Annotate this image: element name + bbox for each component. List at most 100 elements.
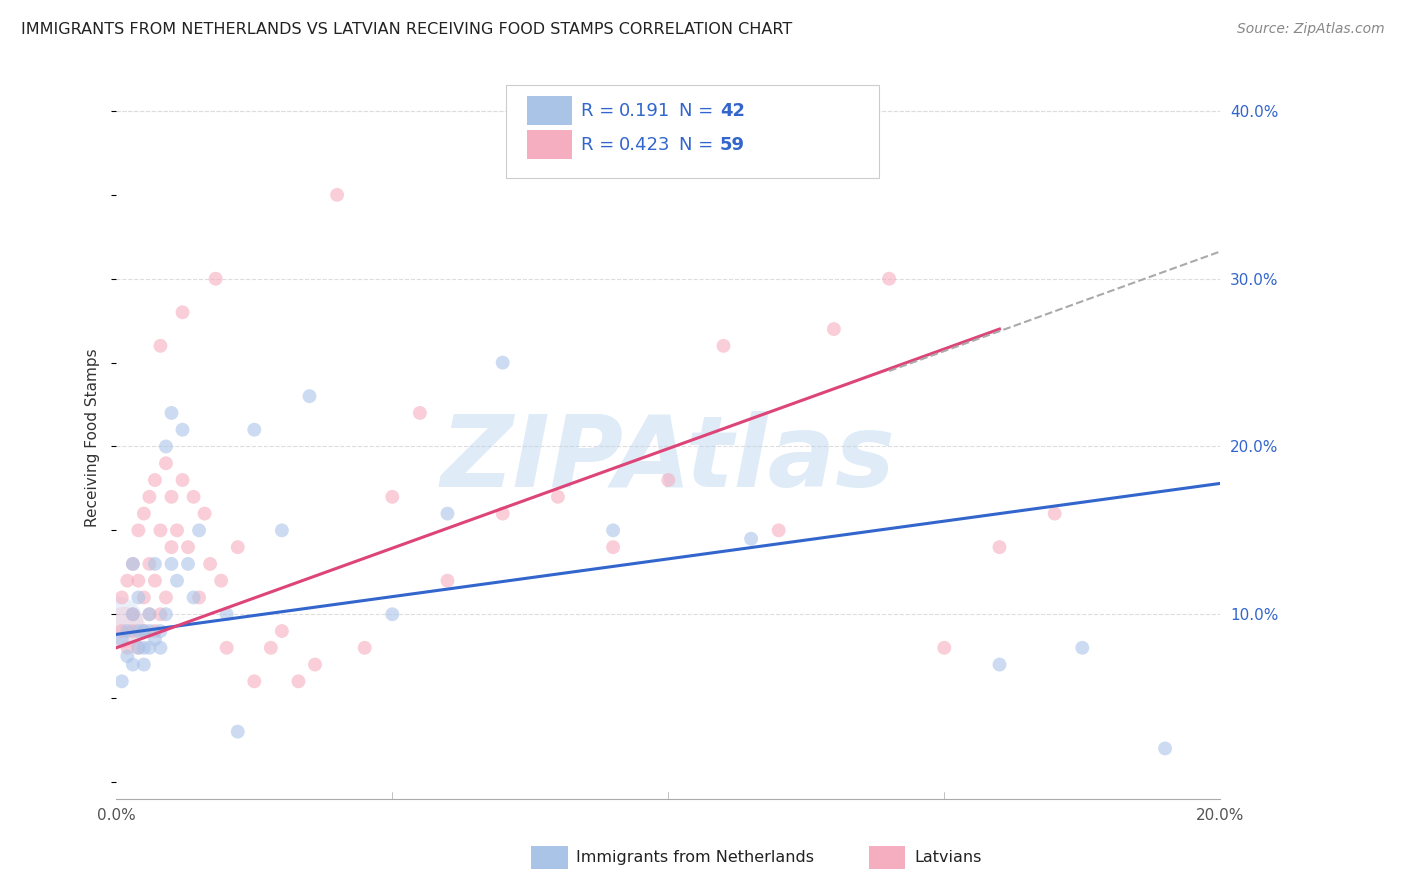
Point [111, 632, 134, 647]
Text: N =: N = [679, 136, 718, 154]
Point [138, 490, 160, 504]
Point [149, 624, 172, 638]
Point [260, 640, 283, 655]
Text: 0.191: 0.191 [619, 103, 669, 120]
Point [149, 339, 172, 353]
Point [243, 423, 266, 437]
Point [988, 540, 1011, 554]
Point [409, 406, 432, 420]
Point [172, 473, 194, 487]
Point [143, 473, 166, 487]
Point [155, 591, 177, 605]
Point [436, 574, 458, 588]
Point [183, 591, 205, 605]
Point [713, 339, 735, 353]
Point [602, 540, 624, 554]
Point [127, 574, 149, 588]
Point [155, 440, 177, 454]
Point [823, 322, 845, 336]
Point [602, 524, 624, 538]
Text: Latvians: Latvians [914, 850, 981, 864]
Point [155, 456, 177, 470]
Text: N =: N = [679, 103, 718, 120]
Text: 0.423: 0.423 [619, 136, 671, 154]
Point [121, 557, 143, 571]
Point [188, 591, 211, 605]
Point [194, 507, 217, 521]
Point [381, 607, 404, 622]
Point [143, 574, 166, 588]
Point [215, 640, 238, 655]
Point [287, 674, 309, 689]
Point [436, 507, 458, 521]
Point [138, 607, 160, 622]
Point [117, 574, 139, 588]
Point [166, 524, 188, 538]
Point [132, 507, 155, 521]
Point [243, 674, 266, 689]
Point [492, 356, 515, 370]
Point [183, 490, 205, 504]
Point [209, 574, 232, 588]
Point [149, 640, 172, 655]
Point [188, 524, 211, 538]
Point [492, 507, 515, 521]
Point [132, 640, 155, 655]
Point [138, 640, 160, 655]
Point [127, 640, 149, 655]
Text: IMMIGRANTS FROM NETHERLANDS VS LATVIAN RECEIVING FOOD STAMPS CORRELATION CHART: IMMIGRANTS FROM NETHERLANDS VS LATVIAN R… [21, 22, 793, 37]
Point [877, 271, 900, 285]
Point [1154, 741, 1177, 756]
Point [226, 540, 249, 554]
Point [172, 423, 194, 437]
Point [215, 607, 238, 622]
Point [127, 624, 149, 638]
Point [111, 674, 134, 689]
Text: Source: ZipAtlas.com: Source: ZipAtlas.com [1237, 22, 1385, 37]
Point [1071, 640, 1094, 655]
Point [132, 657, 155, 672]
Point [226, 724, 249, 739]
Text: 59: 59 [720, 136, 745, 154]
Point [177, 557, 200, 571]
Point [160, 406, 183, 420]
Point [166, 574, 188, 588]
Point [138, 607, 160, 622]
Point [117, 624, 139, 638]
Point [121, 557, 143, 571]
Point [111, 591, 134, 605]
Text: ZIPAtlas: ZIPAtlas [441, 411, 896, 508]
Point [381, 490, 404, 504]
Point [143, 632, 166, 647]
Point [105, 615, 128, 630]
Point [1043, 507, 1066, 521]
Point [121, 607, 143, 622]
Point [138, 557, 160, 571]
Point [298, 389, 321, 403]
Point [198, 557, 221, 571]
Point [149, 524, 172, 538]
Point [132, 624, 155, 638]
Point [160, 557, 183, 571]
Point [149, 607, 172, 622]
Point [155, 607, 177, 622]
Point [160, 490, 183, 504]
Point [988, 657, 1011, 672]
Point [353, 640, 375, 655]
Point [160, 540, 183, 554]
Point [127, 640, 149, 655]
Point [132, 591, 155, 605]
Point [304, 657, 326, 672]
Point [132, 624, 155, 638]
Point [121, 624, 143, 638]
Point [114, 621, 136, 635]
Point [934, 640, 956, 655]
Point [270, 524, 292, 538]
Point [121, 607, 143, 622]
Point [127, 524, 149, 538]
Point [547, 490, 569, 504]
Point [117, 640, 139, 655]
Point [117, 649, 139, 664]
Point [138, 624, 160, 638]
Point [143, 557, 166, 571]
